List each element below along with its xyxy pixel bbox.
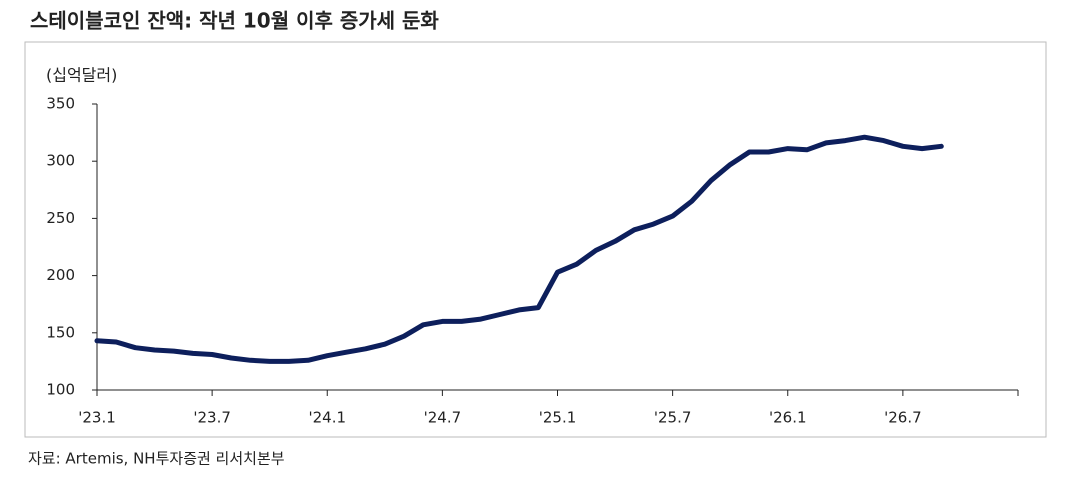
x-tick-label: '24.1 <box>308 409 346 427</box>
x-tick-label: '23.1 <box>78 409 116 427</box>
x-tick-label: '24.7 <box>424 409 462 427</box>
source-note: 자료: Artemis, NH투자증권 리서치본부 <box>28 450 285 468</box>
x-tick-label: '25.7 <box>654 409 692 427</box>
y-tick-label: 250 <box>46 209 75 227</box>
x-tick-label: '23.7 <box>193 409 231 427</box>
chart-title: 스테이블코인 잔액: 작년 10월 이후 증가세 둔화 <box>30 9 439 33</box>
y-tick-label: 350 <box>46 95 75 113</box>
x-tick-label: '26.7 <box>884 409 922 427</box>
x-tick-label: '25.1 <box>539 409 577 427</box>
y-tick-label: 100 <box>46 381 75 399</box>
y-tick-label: 300 <box>46 152 75 170</box>
y-axis-label: (십억달러) <box>46 66 117 85</box>
x-tick-label: '26.1 <box>769 409 807 427</box>
data-line <box>94 134 944 364</box>
y-tick-label: 200 <box>46 266 75 284</box>
y-tick-label: 150 <box>46 323 75 341</box>
frame <box>24 41 1047 438</box>
